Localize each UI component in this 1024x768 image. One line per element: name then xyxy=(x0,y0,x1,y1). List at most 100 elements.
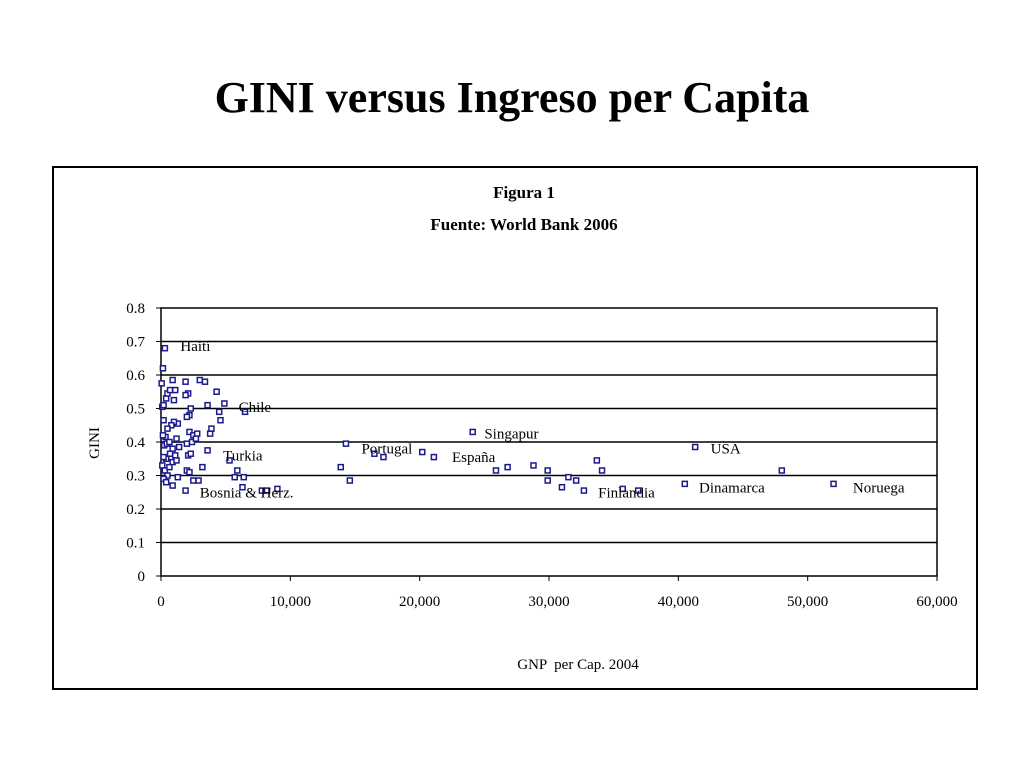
data-point xyxy=(213,388,220,395)
data-point xyxy=(504,463,511,471)
data-point xyxy=(190,477,197,484)
point-annotation: Portugal xyxy=(361,442,412,458)
y-tick-label: 0.7 xyxy=(126,335,145,351)
slide-title: GINI versus Ingreso per Capita xyxy=(214,73,810,122)
data-point xyxy=(173,435,180,442)
data-point xyxy=(160,401,167,409)
point-annotation: Bosnia & Herz. xyxy=(200,485,294,501)
data-point xyxy=(175,443,183,451)
data-point xyxy=(186,468,193,476)
data-point xyxy=(419,448,426,456)
data-point xyxy=(160,416,167,424)
data-point xyxy=(681,480,689,488)
data-point xyxy=(158,380,165,387)
y-tick-label: 0.6 xyxy=(126,368,145,384)
data-points xyxy=(158,344,837,494)
x-tick-label: 30,000 xyxy=(528,594,569,610)
data-point xyxy=(159,365,167,372)
data-point xyxy=(182,487,189,494)
scatter-chart: Figura 1 Fuente: World Bank 2006 0 0.1 0.2… xyxy=(87,183,958,673)
y-axis-ticks: 0 0.1 0.2 0.3 0.4 0.5 0.6 0.7 0.8 xyxy=(126,301,161,585)
data-point xyxy=(182,391,189,399)
data-point xyxy=(634,487,642,494)
data-point xyxy=(380,453,387,461)
data-point xyxy=(187,450,194,457)
data-point xyxy=(469,428,476,436)
data-point xyxy=(166,386,174,394)
data-point xyxy=(239,483,246,491)
data-point xyxy=(231,473,238,481)
point-annotation: Dinamarca xyxy=(699,480,765,496)
y-tick-label: 0.2 xyxy=(126,502,145,518)
y-tick-label: 0.4 xyxy=(126,435,145,451)
data-point xyxy=(169,376,176,384)
point-annotation: Finlandia xyxy=(598,485,655,501)
x-axis-ticks: 0 10,000 20,000 30,000 40,000 50,000 60,000 xyxy=(157,576,958,610)
x-axis-label: GNP per Cap. 2004 xyxy=(517,657,639,673)
data-point xyxy=(580,487,588,494)
data-point xyxy=(204,447,211,454)
y-tick-label: 0.8 xyxy=(126,301,145,317)
y-tick-label: 0.5 xyxy=(126,402,145,418)
data-point xyxy=(565,473,572,481)
data-point xyxy=(346,477,354,484)
data-point xyxy=(221,400,228,407)
data-point xyxy=(593,457,601,464)
data-point xyxy=(778,467,786,474)
y-tick-label: 0 xyxy=(138,569,146,585)
point-annotation: España xyxy=(452,450,496,466)
data-point xyxy=(371,450,378,457)
data-point xyxy=(337,463,345,471)
data-point xyxy=(192,435,200,442)
point-annotation: Turkia xyxy=(223,448,263,464)
data-point xyxy=(204,401,211,409)
point-annotation: USA xyxy=(711,442,741,458)
data-point xyxy=(186,428,193,436)
data-point xyxy=(619,485,626,493)
y-axis-label: GINI xyxy=(87,427,103,459)
data-point xyxy=(161,344,169,352)
data-point xyxy=(171,386,179,394)
data-point xyxy=(217,416,224,424)
data-point xyxy=(159,432,167,439)
data-point xyxy=(492,467,500,474)
data-point xyxy=(196,376,204,384)
data-point xyxy=(188,438,196,446)
data-point xyxy=(166,463,173,471)
data-point xyxy=(164,425,171,432)
point-annotation: Noruega xyxy=(853,480,905,496)
data-point xyxy=(544,467,551,474)
data-point xyxy=(183,413,191,421)
data-point xyxy=(162,395,170,402)
chart-subtitle: Fuente: World Bank 2006 xyxy=(430,215,617,234)
data-point xyxy=(183,440,191,447)
data-point xyxy=(174,473,182,481)
chart-frame: Figura 1 Fuente: World Bank 2006 0 0.1 0.2… xyxy=(52,166,978,690)
x-tick-label: 60,000 xyxy=(916,594,957,610)
data-point xyxy=(170,396,178,404)
y-tick-label: 0.1 xyxy=(126,536,145,552)
point-annotation: Singapur xyxy=(484,427,538,443)
data-point xyxy=(263,487,271,494)
data-point xyxy=(193,430,201,437)
data-point xyxy=(691,443,699,451)
data-point xyxy=(160,453,167,461)
y-tick-label: 0.3 xyxy=(126,469,145,485)
data-point xyxy=(162,478,170,486)
data-point xyxy=(195,477,202,484)
x-tick-label: 20,000 xyxy=(399,594,440,610)
data-point xyxy=(240,473,248,481)
data-point xyxy=(201,378,209,385)
data-point xyxy=(430,453,438,461)
data-point xyxy=(169,445,176,452)
data-point xyxy=(598,467,606,474)
data-point xyxy=(830,480,837,488)
data-point xyxy=(164,472,171,479)
data-point xyxy=(572,477,580,484)
data-point xyxy=(241,408,249,416)
data-point xyxy=(215,408,223,416)
x-tick-label: 0 xyxy=(157,594,165,610)
data-point xyxy=(159,462,166,469)
data-point xyxy=(166,450,174,457)
x-tick-label: 10,000 xyxy=(270,594,311,610)
